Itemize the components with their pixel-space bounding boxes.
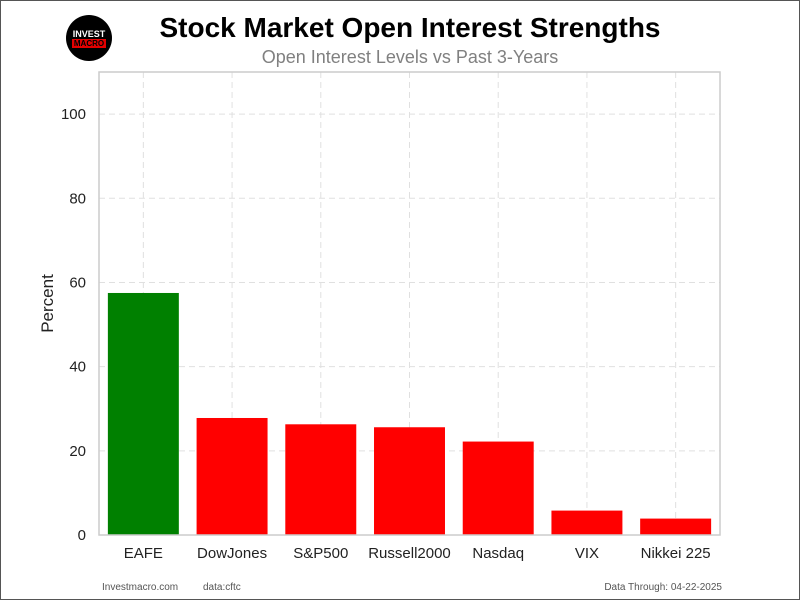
x-tick-label: S&P500	[293, 545, 348, 562]
y-tick-label: 100	[61, 106, 86, 123]
footer-site: Investmacro.com	[102, 582, 179, 593]
logo-line2: MACRO	[71, 38, 107, 48]
y-tick-label: 60	[69, 274, 86, 291]
plot-border	[98, 71, 721, 536]
x-tick-label: EAFE	[124, 545, 163, 562]
x-tick-label: DowJones	[197, 545, 267, 562]
y-tick-label: 20	[69, 443, 86, 460]
logo-line1: INVEST	[72, 28, 106, 39]
y-axis-title: Percent	[38, 274, 57, 333]
x-tick-label: VIX	[575, 545, 599, 562]
footer-source: data:cftc	[203, 582, 241, 593]
bar-nikkei-225	[640, 518, 712, 535]
x-tick-label: Russell2000	[368, 545, 451, 562]
chart-subtitle: Open Interest Levels vs Past 3-Years	[261, 47, 559, 67]
footer-date: Data Through: 04-22-2025	[604, 582, 722, 593]
bar-s-p500	[285, 424, 357, 535]
bar-vix	[551, 510, 623, 535]
y-tick-label: 0	[78, 527, 86, 544]
y-tick-label: 40	[69, 359, 86, 376]
investmacro-logo: INVEST MACRO	[66, 15, 112, 61]
x-tick-label: Nikkei 225	[641, 545, 711, 562]
bar-nasdaq	[462, 441, 534, 535]
bar-eafe	[107, 292, 179, 535]
chart-title: Stock Market Open Interest Strengths	[159, 12, 661, 43]
bar-dowjones	[196, 417, 268, 535]
y-tick-label: 80	[69, 190, 86, 207]
x-tick-label: Nasdaq	[472, 545, 524, 562]
bar-russell2000	[374, 427, 445, 535]
